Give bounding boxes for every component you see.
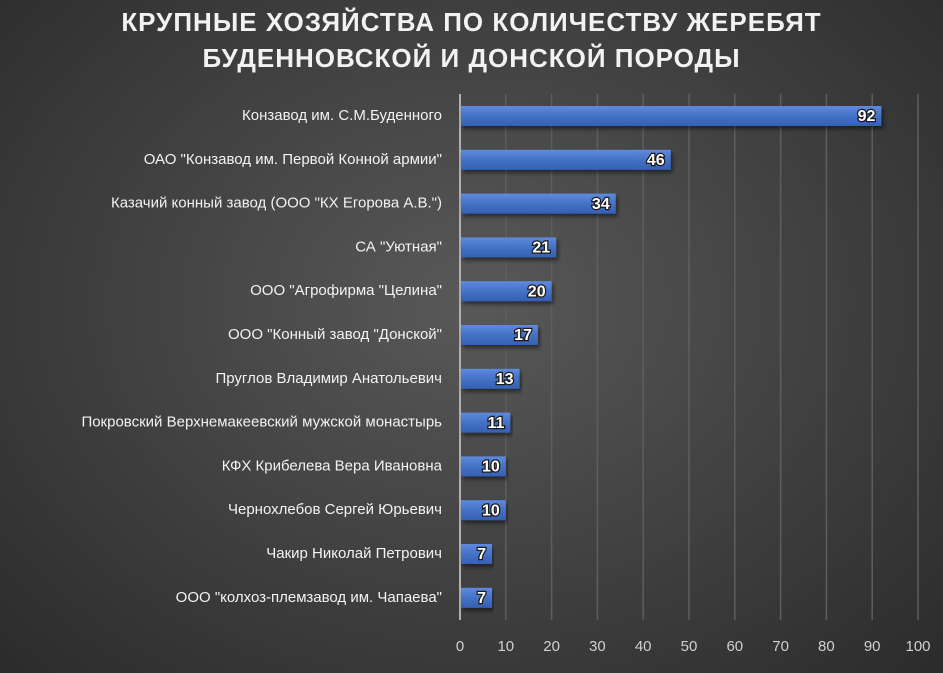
data-label: 92 (858, 108, 876, 125)
x-tick-label: 30 (589, 638, 606, 655)
x-tick-label: 50 (681, 638, 698, 655)
category-label: Конзавод им. С.М.Буденного (242, 107, 442, 124)
category-label: Чакир Николай Петрович (266, 545, 442, 562)
category-label: ООО "колхоз-племзавод им. Чапаева" (176, 589, 442, 606)
x-tick-label: 10 (497, 638, 514, 655)
chart-title-line-2: БУДЕННОВСКОЙ И ДОНСКОЙ ПОРОДЫ (202, 43, 741, 73)
data-label: 46 (647, 152, 665, 169)
bar (461, 237, 557, 258)
bar (461, 412, 511, 433)
bar (461, 149, 671, 170)
category-label: Чернохлебов Сергей Юрьевич (228, 501, 442, 518)
data-label: 20 (528, 283, 546, 300)
data-label: 34 (592, 196, 610, 213)
data-label: 11 (487, 415, 504, 432)
category-label: ОАО "Конзавод им. Первой Конной армии" (144, 151, 442, 168)
bar (461, 456, 506, 477)
x-tick-label: 70 (772, 638, 789, 655)
x-tick-label: 90 (864, 638, 881, 655)
bar (461, 325, 538, 345)
chart-title: КРУПНЫЕ ХОЗЯЙСТВА ПО КОЛИЧЕСТВУ ЖЕРЕБЯТ … (0, 4, 943, 76)
x-tick-label: 0 (456, 638, 464, 655)
x-tick-label: 20 (543, 638, 560, 655)
data-label: 13 (496, 371, 514, 388)
data-label: 21 (532, 240, 550, 257)
data-label: 7 (477, 590, 486, 607)
category-label: Пруглов Владимир Анатольевич (215, 370, 442, 387)
data-label: 10 (482, 459, 500, 476)
category-label: Казачий конный завод (ООО "КХ Егорова А.… (111, 195, 442, 212)
bar (461, 281, 552, 302)
x-tick-label: 80 (818, 638, 835, 655)
bar (461, 368, 520, 389)
category-label: ООО "Конный завод "Донской" (228, 326, 442, 343)
bar (461, 500, 506, 521)
chart-title-line-1: КРУПНЫЕ ХОЗЯЙСТВА ПО КОЛИЧЕСТВУ ЖЕРЕБЯТ (121, 7, 822, 37)
x-tick-label: 60 (726, 638, 743, 655)
category-label: ООО "Агрофирма "Целина" (250, 282, 442, 299)
bar (461, 106, 882, 126)
data-label: 17 (514, 327, 532, 344)
bar (461, 544, 493, 564)
category-label: КФХ Крибелева Вера Ивановна (222, 457, 443, 474)
bar (461, 193, 616, 214)
category-label: СА "Уютная" (355, 238, 442, 255)
data-label: 10 (482, 502, 500, 519)
x-tick-label: 40 (635, 638, 652, 655)
data-label: 7 (477, 546, 486, 563)
category-label: Покровский Верхнемакеевский мужской мона… (81, 414, 442, 431)
x-tick-label: 100 (905, 638, 930, 655)
bar (461, 587, 493, 608)
